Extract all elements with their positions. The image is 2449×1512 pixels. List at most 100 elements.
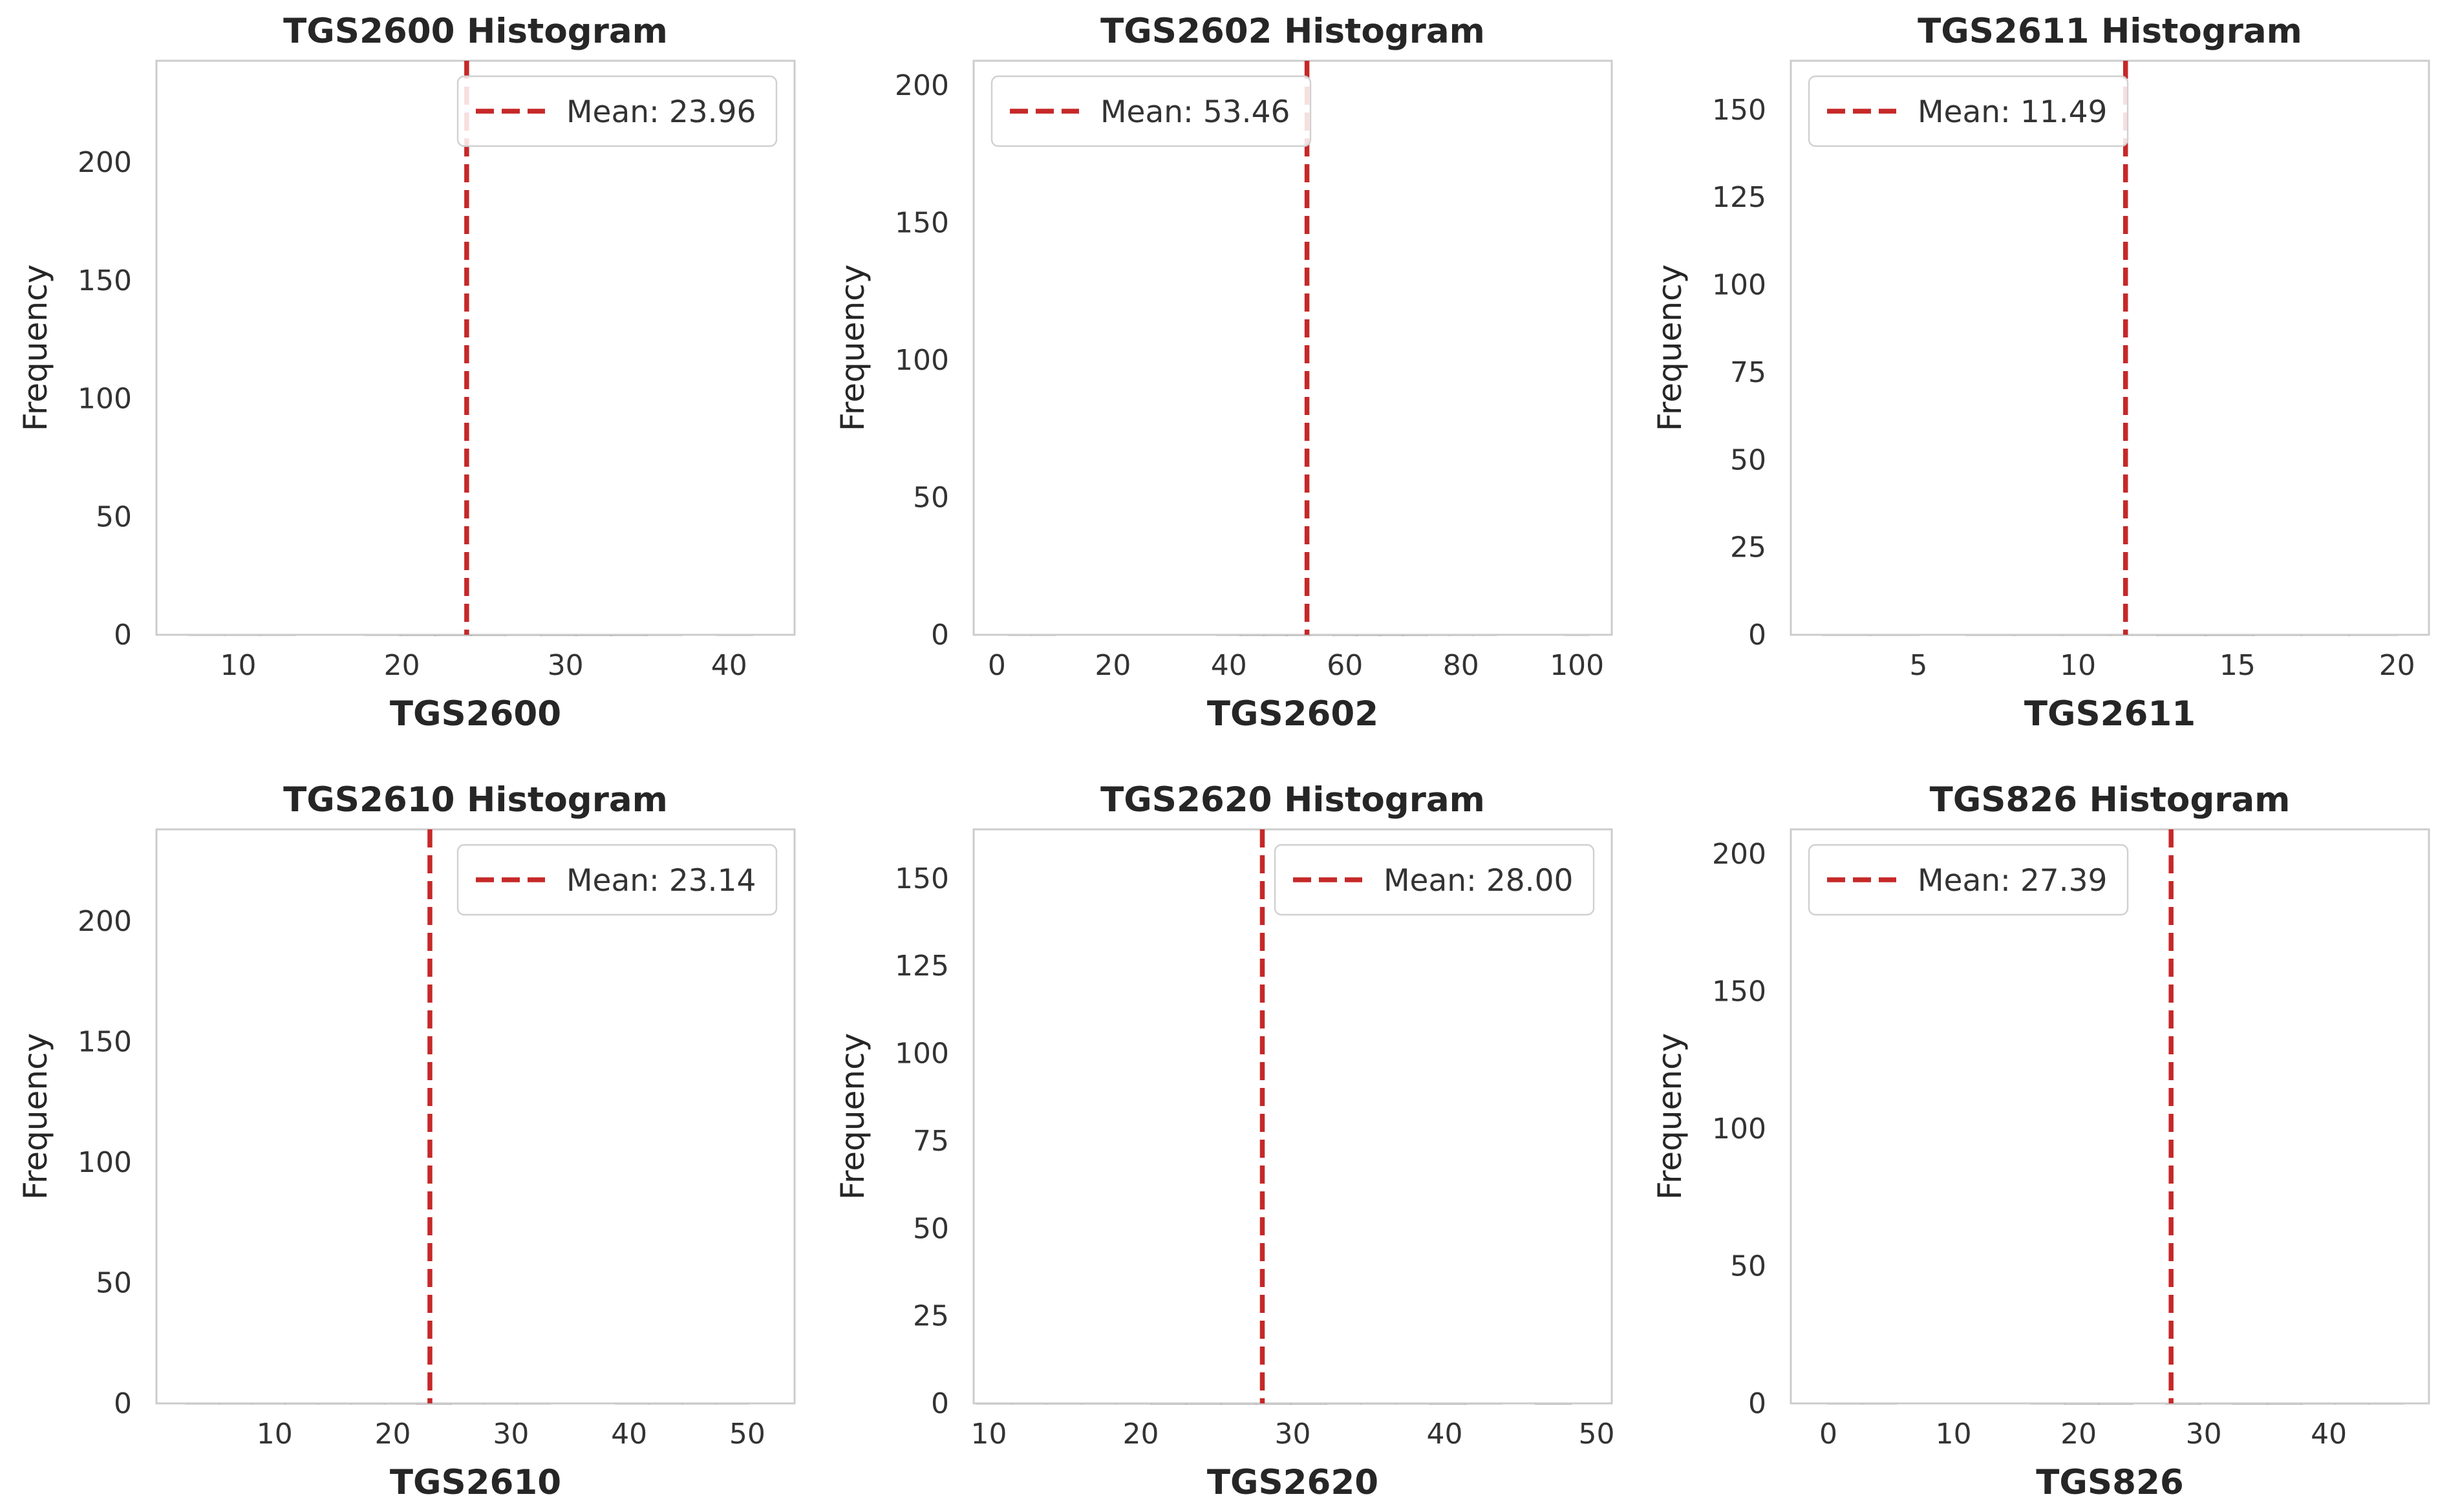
- x-tick-label: 0: [1819, 1418, 1837, 1451]
- y-tick-label: 50: [96, 500, 132, 533]
- y-axis-label: Frequency: [17, 1033, 54, 1200]
- y-tick-label: 150: [895, 862, 949, 895]
- y-tick-label: 50: [913, 1212, 949, 1245]
- y-tick-label: 0: [114, 1387, 132, 1420]
- chart-title: TGS2602 Histogram: [1100, 12, 1485, 51]
- y-tick-label: 25: [913, 1300, 949, 1333]
- legend-frame: [456, 844, 778, 916]
- y-tick-label: 100: [895, 344, 949, 377]
- legend: Mean: 23.14: [456, 844, 778, 916]
- y-tick-label: 200: [895, 69, 949, 102]
- y-tick-label: 0: [931, 619, 949, 652]
- x-tick-label: 50: [729, 1418, 765, 1451]
- y-tick-label: 200: [78, 905, 132, 938]
- x-axis-label: TGS826: [2036, 1463, 2183, 1502]
- y-tick-label: 150: [895, 207, 949, 240]
- chart-title: TGS2611 Histogram: [1918, 12, 2302, 51]
- x-tick-label: 60: [1327, 649, 1363, 682]
- x-tick-label: 10: [2060, 649, 2096, 682]
- plot-frame: [1790, 828, 2430, 1405]
- y-tick-label: 150: [78, 1025, 132, 1058]
- x-tick-label: 0: [988, 649, 1006, 682]
- y-tick-label: 100: [78, 1146, 132, 1179]
- y-tick-label: 75: [1730, 356, 1766, 389]
- x-tick-label: 20: [2379, 649, 2415, 682]
- x-tick-label: 10: [220, 649, 257, 682]
- y-axis-label: Frequency: [834, 1033, 872, 1200]
- y-tick-label: 100: [1712, 269, 1766, 302]
- x-tick-label: 20: [1095, 649, 1131, 682]
- y-tick-label: 75: [913, 1125, 949, 1158]
- y-tick-label: 25: [1730, 531, 1766, 564]
- plot-frame: [1790, 59, 2430, 636]
- x-tick-label: 10: [971, 1418, 1007, 1451]
- y-tick-label: 150: [1712, 94, 1766, 127]
- x-tick-label: 20: [375, 1418, 411, 1451]
- y-axis-label: Frequency: [17, 264, 54, 431]
- chart-title: TGS2600 Histogram: [283, 12, 668, 51]
- y-tick-label: 50: [96, 1266, 132, 1299]
- y-tick-label: 0: [931, 1387, 949, 1420]
- y-tick-label: 200: [1712, 838, 1766, 871]
- y-axis-label: Frequency: [834, 264, 872, 431]
- legend-frame: [1274, 844, 1595, 916]
- x-tick-label: 50: [1579, 1418, 1615, 1451]
- legend: Mean: 23.96: [456, 75, 778, 147]
- y-tick-label: 0: [1748, 619, 1766, 652]
- plot-frame: [972, 59, 1613, 636]
- x-tick-label: 15: [2219, 649, 2256, 682]
- y-tick-label: 50: [1730, 443, 1766, 476]
- x-tick-label: 80: [1443, 649, 1479, 682]
- y-tick-label: 50: [913, 482, 949, 515]
- y-tick-label: 50: [1730, 1250, 1766, 1283]
- y-axis-label: Frequency: [1651, 1033, 1689, 1200]
- y-tick-label: 125: [1712, 181, 1766, 214]
- legend-label: Mean: 11.49: [1918, 94, 2107, 130]
- chart-panel-5: 10 20 30 40 50 0 25 50 75 100 125 150 TGS2620 Histog…: [834, 780, 1615, 1502]
- y-axis-label: Frequency: [1651, 264, 1689, 431]
- y-tick-label: 100: [895, 1038, 949, 1070]
- x-tick-label: 40: [1211, 649, 1247, 682]
- y-tick-label: 150: [78, 264, 132, 297]
- legend-frame: [1808, 75, 2129, 147]
- x-axis-label: TGS2602: [1207, 694, 1378, 734]
- legend-label: Mean: 53.46: [1100, 94, 1290, 130]
- x-tick-label: 30: [1275, 1418, 1311, 1451]
- x-tick-label: 30: [548, 649, 584, 682]
- legend: Mean: 11.49: [1808, 75, 2129, 147]
- chart-title: TGS2610 Histogram: [283, 780, 668, 820]
- x-tick-label: 40: [2311, 1418, 2347, 1451]
- legend-label: Mean: 28.00: [1384, 863, 1573, 899]
- legend: Mean: 28.00: [1274, 844, 1595, 916]
- x-tick-label: 40: [1427, 1418, 1463, 1451]
- x-tick-label: 40: [611, 1418, 647, 1451]
- x-axis-label: TGS2600: [390, 694, 561, 734]
- chart-panel-6: 0 10 20 30 40 0 50 100 150 200 TGS826 Histogram TGS…: [1651, 780, 2430, 1502]
- plot-frame: [155, 828, 796, 1405]
- x-tick-label: 40: [711, 649, 747, 682]
- chart-panel-2: 0 20 40 60 80 100 0 50 100 150 200 TGS2602 Histogra…: [834, 12, 1613, 734]
- plot-frame: [972, 828, 1613, 1405]
- chart-panel-1: 10 20 30 40 0 50 100 150 200 TGS2600 Histogram TGS…: [17, 12, 796, 734]
- x-tick-label: 30: [2186, 1418, 2222, 1451]
- x-axis-label: TGS2620: [1207, 1463, 1378, 1502]
- chart-title: TGS2620 Histogram: [1100, 780, 1485, 820]
- x-axis-label: TGS2610: [390, 1463, 561, 1502]
- y-tick-label: 0: [114, 619, 132, 652]
- legend: Mean: 53.46: [990, 75, 1312, 147]
- x-tick-label: 20: [1123, 1418, 1159, 1451]
- x-tick-label: 20: [2060, 1418, 2097, 1451]
- x-tick-label: 100: [1550, 649, 1604, 682]
- chart-title: TGS826 Histogram: [1930, 780, 2291, 820]
- y-tick-label: 100: [1712, 1113, 1766, 1145]
- legend-label: Mean: 27.39: [1918, 863, 2107, 899]
- x-tick-label: 5: [1909, 649, 1927, 682]
- y-tick-label: 100: [78, 383, 132, 416]
- x-tick-label: 10: [257, 1418, 293, 1451]
- chart-panel-4: 10 20 30 40 50 0 50 100 150 200 TGS2610 Histogram T…: [17, 780, 796, 1502]
- y-tick-label: 125: [895, 950, 949, 983]
- y-tick-label: 0: [1748, 1387, 1766, 1420]
- y-tick-label: 150: [1712, 975, 1766, 1008]
- legend-frame: [990, 75, 1312, 147]
